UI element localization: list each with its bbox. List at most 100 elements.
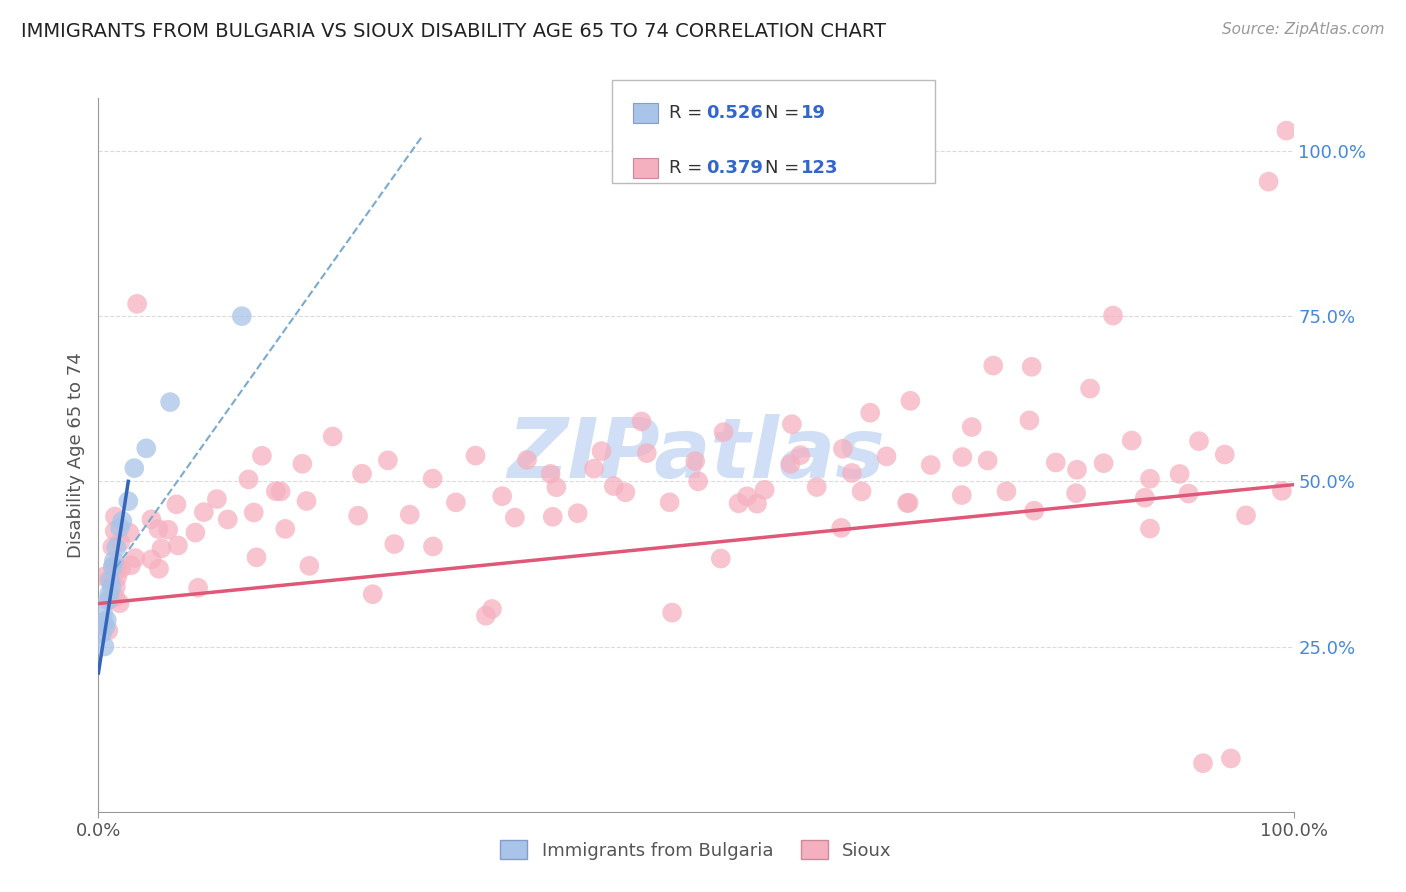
- Point: [217, 512, 239, 526]
- Point: [1133, 491, 1156, 505]
- Point: [101, 560, 124, 574]
- Point: [231, 309, 253, 323]
- Point: [481, 602, 503, 616]
- Point: [187, 581, 209, 595]
- Point: [603, 479, 626, 493]
- Point: [1078, 382, 1101, 396]
- Point: [91, 607, 114, 621]
- Point: [851, 484, 873, 499]
- Point: [105, 570, 128, 584]
- Point: [754, 483, 776, 497]
- Point: [111, 514, 134, 528]
- Text: 19: 19: [801, 104, 827, 122]
- Point: [1139, 522, 1161, 536]
- Point: [1168, 467, 1191, 481]
- Text: 0.526: 0.526: [706, 104, 762, 122]
- Point: [97, 624, 120, 638]
- Point: [1092, 456, 1115, 470]
- Point: [352, 467, 374, 481]
- Point: [735, 489, 758, 503]
- Point: [104, 524, 127, 538]
- Point: [97, 593, 120, 607]
- Point: [118, 525, 141, 540]
- Point: [1257, 175, 1279, 189]
- Point: [96, 613, 118, 627]
- Point: [464, 449, 486, 463]
- Point: [745, 497, 768, 511]
- Point: [658, 495, 681, 509]
- Point: [1066, 463, 1088, 477]
- Point: [93, 640, 115, 654]
- Text: N =: N =: [765, 104, 804, 122]
- Point: [688, 475, 710, 489]
- Point: [104, 509, 127, 524]
- Point: [1121, 434, 1143, 448]
- Text: 123: 123: [801, 159, 839, 177]
- Point: [567, 506, 589, 520]
- Point: [1275, 123, 1298, 137]
- Point: [1021, 359, 1043, 374]
- Point: [1271, 483, 1294, 498]
- Point: [298, 558, 321, 573]
- Point: [117, 494, 139, 508]
- Point: [516, 453, 538, 467]
- Point: [876, 450, 898, 464]
- Point: [995, 484, 1018, 499]
- Point: [583, 461, 606, 475]
- Point: [1045, 455, 1067, 469]
- Point: [105, 560, 128, 574]
- Point: [831, 442, 853, 456]
- Point: [897, 496, 920, 510]
- Point: [94, 620, 117, 634]
- Point: [780, 417, 803, 432]
- Point: [422, 540, 444, 554]
- Point: [124, 551, 146, 566]
- Point: [108, 596, 131, 610]
- Point: [148, 562, 170, 576]
- Point: [710, 551, 733, 566]
- Point: [1177, 486, 1199, 500]
- Point: [981, 359, 1004, 373]
- Point: [167, 539, 190, 553]
- Point: [950, 488, 973, 502]
- Point: [1102, 309, 1125, 323]
- Text: 0.379: 0.379: [706, 159, 762, 177]
- Point: [245, 550, 267, 565]
- Point: [614, 485, 637, 500]
- Point: [1018, 413, 1040, 427]
- Point: [789, 448, 811, 462]
- Point: [377, 453, 399, 467]
- Point: [101, 540, 124, 554]
- Point: [98, 574, 122, 588]
- Point: [503, 510, 526, 524]
- Point: [1219, 751, 1241, 765]
- Point: [976, 453, 998, 467]
- Point: [105, 541, 128, 555]
- Point: [540, 467, 562, 481]
- Point: [322, 429, 344, 443]
- Point: [900, 393, 922, 408]
- Point: [291, 457, 314, 471]
- Point: [475, 608, 498, 623]
- Point: [920, 458, 942, 472]
- Point: [205, 491, 228, 506]
- Point: [98, 587, 121, 601]
- Point: [238, 472, 260, 486]
- Point: [104, 580, 127, 594]
- Point: [960, 420, 983, 434]
- Point: [1192, 756, 1215, 771]
- Point: [264, 484, 287, 499]
- Point: [422, 472, 444, 486]
- Point: [361, 587, 384, 601]
- Point: [193, 505, 215, 519]
- Point: [242, 506, 264, 520]
- Point: [104, 591, 127, 605]
- Point: [98, 572, 121, 586]
- Point: [1213, 448, 1236, 462]
- Point: [274, 522, 297, 536]
- Point: [135, 442, 157, 456]
- Point: [806, 480, 828, 494]
- Point: [127, 297, 149, 311]
- Point: [1064, 486, 1087, 500]
- Point: [713, 425, 735, 439]
